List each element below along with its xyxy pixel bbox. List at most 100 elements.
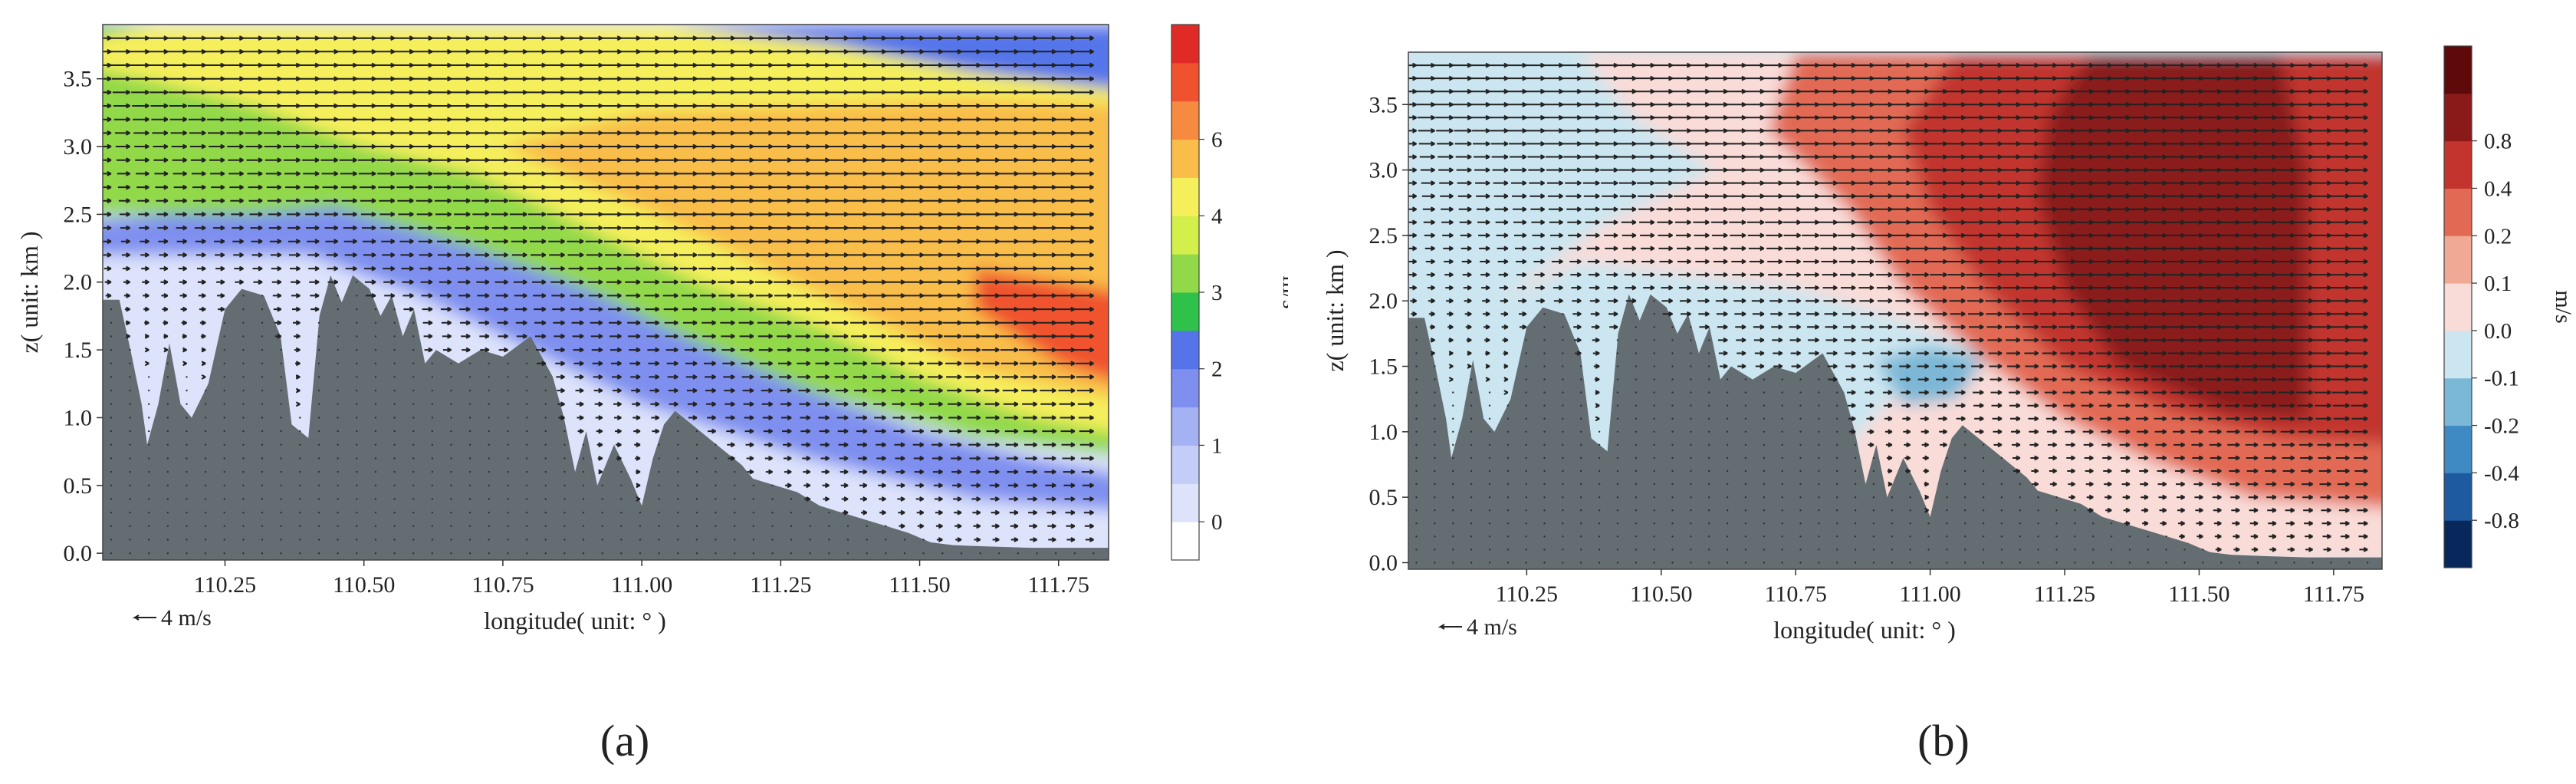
wind-vector [215, 252, 225, 258]
wind-vector [2223, 364, 2240, 369]
wind-vector [1616, 496, 1619, 499]
wind-vector [1546, 180, 1563, 186]
wind-vector [1620, 206, 1637, 212]
wind-vector [2003, 298, 2021, 304]
wind-vector [2299, 442, 2313, 448]
wind-vector [917, 523, 925, 529]
wind-vector [1528, 167, 1545, 173]
wind-vector [809, 552, 811, 555]
wind-vector [544, 457, 547, 460]
wind-vector [304, 198, 320, 204]
wind-vector [1781, 404, 1783, 407]
wind-vector [196, 265, 206, 272]
wind-vector [1826, 351, 1838, 356]
wind-vector [1753, 338, 1765, 343]
wind-vector [1562, 562, 1564, 564]
wind-vector [1909, 535, 1911, 538]
wind-vector [223, 457, 225, 460]
wind-vector [2331, 377, 2350, 382]
wind-vector [304, 184, 320, 190]
wind-vector [2348, 324, 2368, 330]
wind-vector [705, 374, 716, 380]
wind-vector [1693, 219, 1710, 226]
wind-vector [552, 306, 565, 312]
wind-vector [1467, 364, 1472, 369]
wind-vector [813, 334, 830, 339]
wind-vector [1708, 562, 1710, 564]
wind-vector [2359, 547, 2368, 552]
wind-vector [393, 539, 396, 541]
wind-vector [1581, 154, 1600, 160]
wind-vector [1744, 535, 1747, 538]
wind-vector [754, 265, 773, 272]
wind-vector [509, 212, 527, 217]
wind-vector [2092, 522, 2095, 525]
wind-vector [2353, 442, 2368, 448]
wind-vector [229, 184, 244, 190]
wind-vector [613, 401, 622, 407]
wind-vector [507, 417, 509, 419]
wind-vector [1562, 352, 1564, 354]
wind-vector [1858, 285, 1875, 291]
wind-vector [765, 469, 773, 475]
wind-vector [544, 484, 547, 486]
wind-vector [2267, 507, 2277, 513]
wind-vector [2341, 547, 2350, 552]
wind-vector [1894, 285, 1911, 291]
wind-vector [1697, 298, 1710, 304]
wind-vector [317, 389, 320, 392]
wind-vector [1007, 469, 1019, 475]
wind-vector [981, 334, 1000, 339]
wind-vector [1470, 430, 1473, 433]
wind-vector [1781, 483, 1783, 486]
wind-vector [2245, 442, 2259, 448]
wind-vector [374, 525, 377, 527]
wind-vector [1973, 403, 1984, 409]
wind-vector [1073, 130, 1094, 136]
wind-vector [763, 428, 773, 434]
wind-vector [1073, 306, 1094, 312]
wind-vector [963, 347, 981, 353]
wind-vector [1854, 469, 1857, 473]
wind-vector [695, 443, 698, 446]
wind-vector [1964, 469, 1967, 473]
wind-vector [1802, 245, 1819, 252]
wind-vector [424, 347, 433, 353]
wind-vector [1836, 430, 1838, 433]
wind-vector [199, 306, 206, 312]
colorbar-tick-label: 4 [1211, 204, 1223, 229]
wind-vector [949, 428, 962, 434]
wind-vector [925, 347, 943, 353]
wind-vector [242, 348, 245, 351]
wind-vector [1525, 365, 1527, 367]
wind-vector [2055, 496, 2058, 499]
wind-vector [438, 265, 452, 272]
wind-vector [2118, 429, 2131, 435]
wind-vector [762, 415, 773, 420]
wind-vector [1710, 219, 1728, 226]
wind-vector [488, 362, 490, 364]
wind-vector [1988, 351, 2003, 356]
wind-vector [1485, 351, 1490, 356]
wind-vector [114, 130, 130, 136]
colorbar-tick-label: 2 [1211, 357, 1223, 382]
wind-vector [1415, 535, 1418, 538]
wind-vector [531, 265, 547, 272]
wind-vector [1875, 272, 1893, 278]
wind-vector [166, 498, 169, 500]
wind-vector [1573, 324, 1582, 330]
wind-vector [1470, 522, 1473, 525]
wind-vector [1549, 232, 1563, 239]
wind-vector [2019, 509, 2021, 512]
colorbar-segment [1171, 100, 1199, 140]
wind-vector [1848, 403, 1856, 409]
wind-vector [1990, 390, 2003, 395]
wind-vector [708, 428, 716, 434]
wind-vector [1497, 245, 1509, 252]
wind-vector [790, 498, 793, 500]
wind-vector [2032, 481, 2039, 487]
wind-vector [874, 415, 886, 420]
wind-vector [204, 498, 207, 500]
wind-vector [1073, 143, 1094, 150]
wind-vector [832, 334, 849, 339]
